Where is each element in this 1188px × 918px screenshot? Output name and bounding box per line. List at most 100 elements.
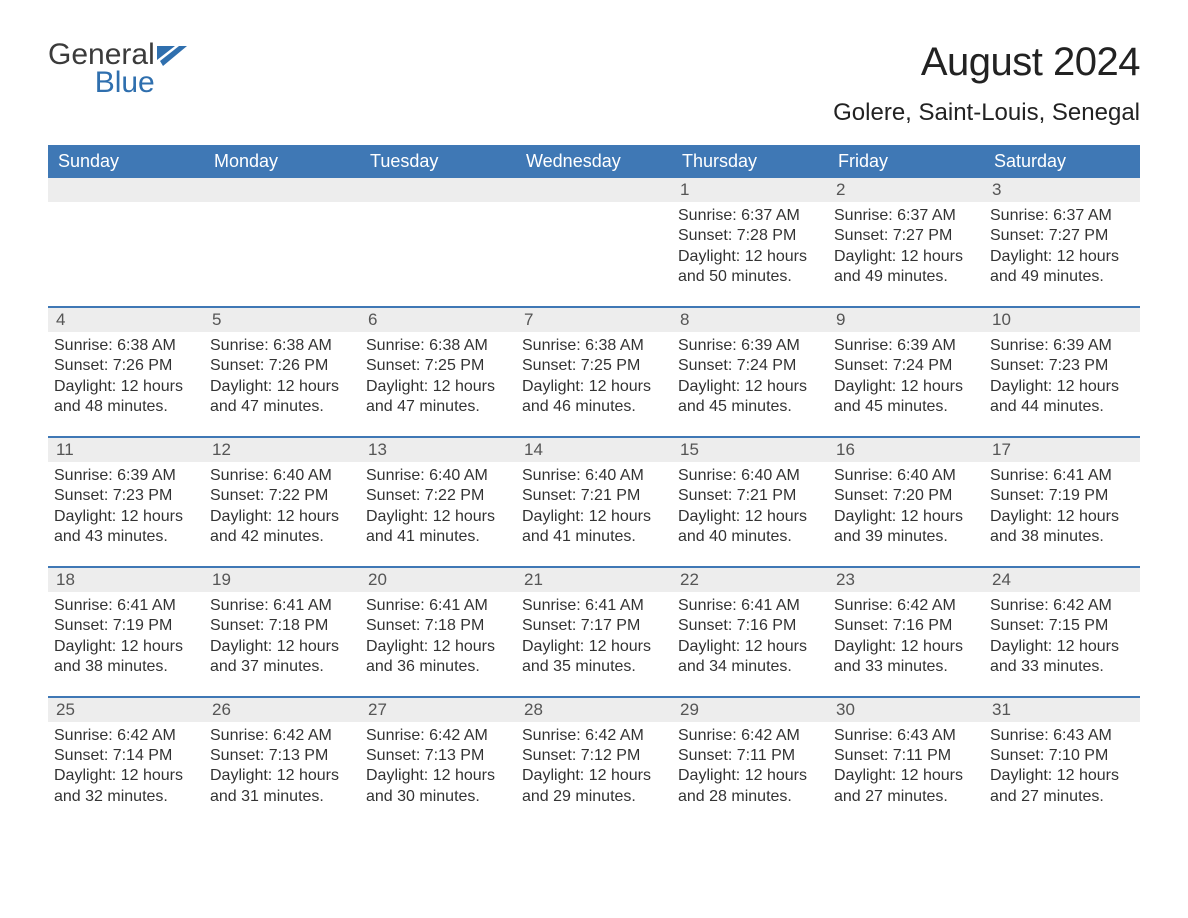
day-number: 25 bbox=[48, 698, 204, 722]
sunrise-text: Sunrise: 6:38 AM bbox=[522, 336, 664, 356]
calendar-week-row: 11Sunrise: 6:39 AMSunset: 7:23 PMDayligh… bbox=[48, 437, 1140, 567]
day-number: 8 bbox=[672, 308, 828, 332]
sunset-text: Sunset: 7:20 PM bbox=[834, 486, 976, 506]
day-number: 12 bbox=[204, 438, 360, 462]
calendar-day-cell: 12Sunrise: 6:40 AMSunset: 7:22 PMDayligh… bbox=[204, 437, 360, 567]
day-body: Sunrise: 6:37 AMSunset: 7:27 PMDaylight:… bbox=[828, 202, 984, 288]
day-number: 17 bbox=[984, 438, 1140, 462]
daylight-text-2: and 46 minutes. bbox=[522, 397, 664, 417]
day-body: Sunrise: 6:40 AMSunset: 7:21 PMDaylight:… bbox=[672, 462, 828, 548]
calendar-header-row: SundayMondayTuesdayWednesdayThursdayFrid… bbox=[48, 145, 1140, 178]
day-body: Sunrise: 6:40 AMSunset: 7:20 PMDaylight:… bbox=[828, 462, 984, 548]
daylight-text-2: and 32 minutes. bbox=[54, 787, 196, 807]
day-body: Sunrise: 6:41 AMSunset: 7:19 PMDaylight:… bbox=[984, 462, 1140, 548]
calendar-day-cell: 16Sunrise: 6:40 AMSunset: 7:20 PMDayligh… bbox=[828, 437, 984, 567]
daylight-text-2: and 42 minutes. bbox=[210, 527, 352, 547]
sunrise-text: Sunrise: 6:41 AM bbox=[678, 596, 820, 616]
sunrise-text: Sunrise: 6:39 AM bbox=[678, 336, 820, 356]
daylight-text-1: Daylight: 12 hours bbox=[210, 637, 352, 657]
day-number: 5 bbox=[204, 308, 360, 332]
day-number: 2 bbox=[828, 178, 984, 202]
calendar-day-cell: 14Sunrise: 6:40 AMSunset: 7:21 PMDayligh… bbox=[516, 437, 672, 567]
daylight-text-1: Daylight: 12 hours bbox=[834, 377, 976, 397]
sunrise-text: Sunrise: 6:37 AM bbox=[678, 206, 820, 226]
daylight-text-2: and 49 minutes. bbox=[990, 267, 1132, 287]
day-number: 14 bbox=[516, 438, 672, 462]
calendar-week-row: 1Sunrise: 6:37 AMSunset: 7:28 PMDaylight… bbox=[48, 178, 1140, 307]
calendar-day-cell: 19Sunrise: 6:41 AMSunset: 7:18 PMDayligh… bbox=[204, 567, 360, 697]
daylight-text-1: Daylight: 12 hours bbox=[54, 766, 196, 786]
calendar-empty-cell bbox=[360, 178, 516, 307]
daylight-text-2: and 45 minutes. bbox=[678, 397, 820, 417]
daylight-text-2: and 34 minutes. bbox=[678, 657, 820, 677]
daylight-text-2: and 33 minutes. bbox=[990, 657, 1132, 677]
calendar-day-cell: 22Sunrise: 6:41 AMSunset: 7:16 PMDayligh… bbox=[672, 567, 828, 697]
day-body: Sunrise: 6:43 AMSunset: 7:10 PMDaylight:… bbox=[984, 722, 1140, 808]
daylight-text-1: Daylight: 12 hours bbox=[678, 507, 820, 527]
sunrise-text: Sunrise: 6:41 AM bbox=[54, 596, 196, 616]
day-body: Sunrise: 6:42 AMSunset: 7:13 PMDaylight:… bbox=[204, 722, 360, 808]
sunrise-text: Sunrise: 6:41 AM bbox=[990, 466, 1132, 486]
calendar-day-cell: 30Sunrise: 6:43 AMSunset: 7:11 PMDayligh… bbox=[828, 697, 984, 826]
calendar-day-cell: 27Sunrise: 6:42 AMSunset: 7:13 PMDayligh… bbox=[360, 697, 516, 826]
daylight-text-1: Daylight: 12 hours bbox=[366, 377, 508, 397]
calendar-day-cell: 25Sunrise: 6:42 AMSunset: 7:14 PMDayligh… bbox=[48, 697, 204, 826]
day-body: Sunrise: 6:40 AMSunset: 7:21 PMDaylight:… bbox=[516, 462, 672, 548]
daylight-text-1: Daylight: 12 hours bbox=[522, 766, 664, 786]
sunset-text: Sunset: 7:16 PM bbox=[834, 616, 976, 636]
sunrise-text: Sunrise: 6:42 AM bbox=[990, 596, 1132, 616]
weekday-header: Sunday bbox=[48, 145, 204, 178]
sunset-text: Sunset: 7:11 PM bbox=[678, 746, 820, 766]
day-number: 23 bbox=[828, 568, 984, 592]
daylight-text-2: and 35 minutes. bbox=[522, 657, 664, 677]
daylight-text-1: Daylight: 12 hours bbox=[366, 766, 508, 786]
daylight-text-1: Daylight: 12 hours bbox=[834, 507, 976, 527]
calendar-day-cell: 23Sunrise: 6:42 AMSunset: 7:16 PMDayligh… bbox=[828, 567, 984, 697]
day-body: Sunrise: 6:38 AMSunset: 7:25 PMDaylight:… bbox=[516, 332, 672, 418]
day-body: Sunrise: 6:37 AMSunset: 7:27 PMDaylight:… bbox=[984, 202, 1140, 288]
day-number: 26 bbox=[204, 698, 360, 722]
sunrise-text: Sunrise: 6:38 AM bbox=[54, 336, 196, 356]
day-number: 4 bbox=[48, 308, 204, 332]
daylight-text-1: Daylight: 12 hours bbox=[678, 377, 820, 397]
day-body: Sunrise: 6:41 AMSunset: 7:19 PMDaylight:… bbox=[48, 592, 204, 678]
daylight-text-2: and 44 minutes. bbox=[990, 397, 1132, 417]
calendar-day-cell: 3Sunrise: 6:37 AMSunset: 7:27 PMDaylight… bbox=[984, 178, 1140, 307]
day-body: Sunrise: 6:41 AMSunset: 7:18 PMDaylight:… bbox=[360, 592, 516, 678]
daylight-text-1: Daylight: 12 hours bbox=[366, 507, 508, 527]
day-number: 1 bbox=[672, 178, 828, 202]
sunset-text: Sunset: 7:19 PM bbox=[990, 486, 1132, 506]
sunset-text: Sunset: 7:13 PM bbox=[210, 746, 352, 766]
calendar-day-cell: 20Sunrise: 6:41 AMSunset: 7:18 PMDayligh… bbox=[360, 567, 516, 697]
sunrise-text: Sunrise: 6:42 AM bbox=[54, 726, 196, 746]
weekday-header: Saturday bbox=[984, 145, 1140, 178]
sunset-text: Sunset: 7:25 PM bbox=[522, 356, 664, 376]
day-body: Sunrise: 6:38 AMSunset: 7:26 PMDaylight:… bbox=[48, 332, 204, 418]
day-number: 3 bbox=[984, 178, 1140, 202]
calendar-body: 1Sunrise: 6:37 AMSunset: 7:28 PMDaylight… bbox=[48, 178, 1140, 825]
daylight-text-2: and 38 minutes. bbox=[990, 527, 1132, 547]
day-body: Sunrise: 6:40 AMSunset: 7:22 PMDaylight:… bbox=[360, 462, 516, 548]
daylight-text-2: and 43 minutes. bbox=[54, 527, 196, 547]
logo-line2: Blue bbox=[48, 68, 155, 98]
daylight-text-1: Daylight: 12 hours bbox=[522, 377, 664, 397]
header: General Blue August 2024 Golere, Saint-L… bbox=[48, 40, 1140, 127]
daylight-text-2: and 36 minutes. bbox=[366, 657, 508, 677]
day-number: 21 bbox=[516, 568, 672, 592]
day-number bbox=[204, 178, 360, 202]
daylight-text-2: and 48 minutes. bbox=[54, 397, 196, 417]
day-body: Sunrise: 6:42 AMSunset: 7:12 PMDaylight:… bbox=[516, 722, 672, 808]
sunrise-text: Sunrise: 6:39 AM bbox=[54, 466, 196, 486]
daylight-text-2: and 27 minutes. bbox=[990, 787, 1132, 807]
calendar-day-cell: 4Sunrise: 6:38 AMSunset: 7:26 PMDaylight… bbox=[48, 307, 204, 437]
sunset-text: Sunset: 7:21 PM bbox=[678, 486, 820, 506]
daylight-text-2: and 41 minutes. bbox=[366, 527, 508, 547]
day-body: Sunrise: 6:43 AMSunset: 7:11 PMDaylight:… bbox=[828, 722, 984, 808]
calendar-week-row: 25Sunrise: 6:42 AMSunset: 7:14 PMDayligh… bbox=[48, 697, 1140, 826]
sunset-text: Sunset: 7:15 PM bbox=[990, 616, 1132, 636]
daylight-text-2: and 39 minutes. bbox=[834, 527, 976, 547]
sunset-text: Sunset: 7:18 PM bbox=[210, 616, 352, 636]
calendar-day-cell: 9Sunrise: 6:39 AMSunset: 7:24 PMDaylight… bbox=[828, 307, 984, 437]
sunset-text: Sunset: 7:19 PM bbox=[54, 616, 196, 636]
sunset-text: Sunset: 7:22 PM bbox=[210, 486, 352, 506]
